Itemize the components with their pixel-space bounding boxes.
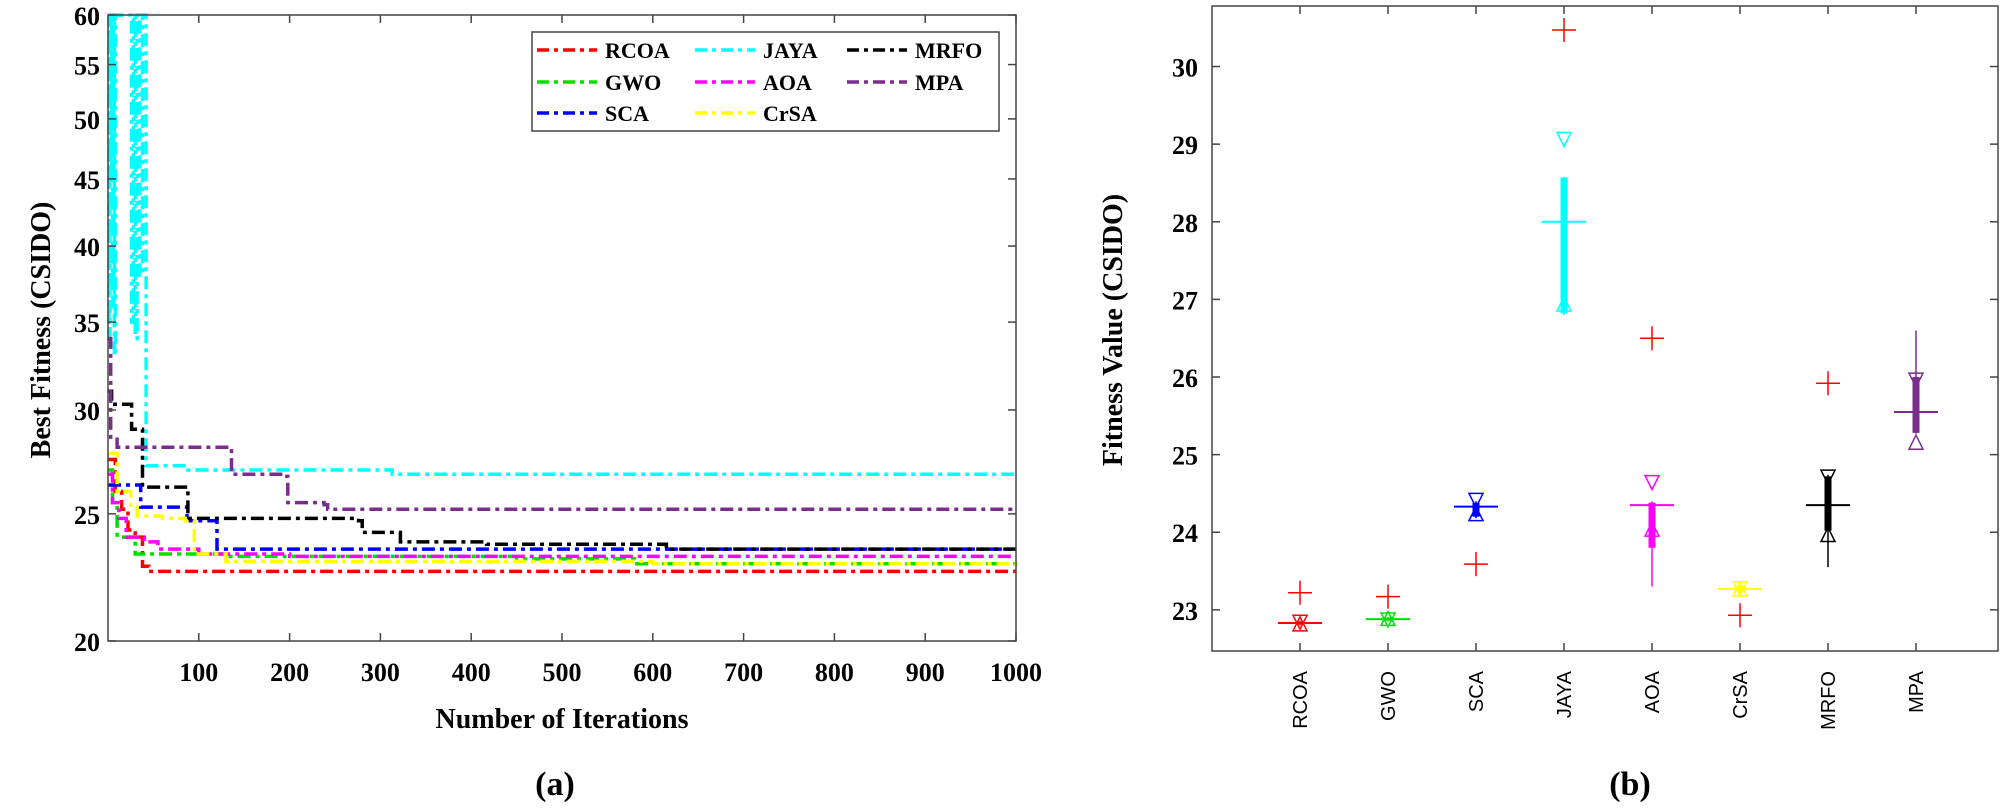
y-tick-label: 26	[1172, 364, 1198, 393]
notch-up-triangle-icon	[1643, 520, 1661, 537]
series-line-mpa	[108, 336, 1016, 512]
notch-up-triangle-icon	[1819, 525, 1837, 543]
category-label-rcoa: RCOA	[1290, 670, 1312, 728]
category-label-mpa: MPA	[1906, 670, 1928, 713]
y-tick-label: 45	[74, 166, 100, 195]
notch-down-triangle-icon	[1467, 492, 1485, 510]
x-tick-label: 500	[543, 658, 582, 687]
y-tick-label: 30	[1172, 54, 1198, 83]
legend-label-rcoa: RCOA	[605, 38, 670, 63]
box-rcoa	[1278, 580, 1322, 632]
y-tick-label: 25	[74, 501, 100, 530]
x-tick-label: 900	[906, 658, 945, 687]
outlier-marker	[1464, 552, 1488, 577]
axis-ticks-b: 23 24 25 26 27 28 29 30 RCOA GWO SCA JAYA AOA CrSA MRF…	[1172, 6, 1998, 730]
y-tick-label: 23	[1172, 597, 1198, 626]
legend-label-gwo: GWO	[605, 70, 661, 95]
panel-label-a: (a)	[535, 766, 575, 803]
box-aoa	[1630, 326, 1674, 587]
legend: RCOA GWO SCA JAYA AOA CrSA MRFO MPA	[531, 31, 1000, 132]
outlier-marker	[1288, 580, 1312, 605]
y-tick-label: 40	[74, 233, 100, 262]
legend-label-mpa: MPA	[915, 70, 964, 95]
y-tick-label: 55	[74, 52, 100, 81]
y-axis-label-b: Fitness Value (CSIDO)	[1098, 194, 1129, 466]
category-label-gwo: GWO	[1378, 671, 1400, 721]
category-label-sca: SCA	[1466, 670, 1488, 712]
box-mpa	[1894, 330, 1938, 450]
notch-down-triangle-icon	[1643, 474, 1661, 492]
x-tick-label: 400	[452, 658, 491, 687]
y-tick-label: 50	[74, 106, 100, 135]
box-sca	[1454, 492, 1498, 577]
notch-up-triangle-icon	[1291, 615, 1309, 632]
notch-up-triangle-icon	[1467, 504, 1485, 522]
convergence-chart: 100 200 300 400 500 600 700 800 900 1000 20 25 30 35 4…	[26, 2, 1042, 803]
box-jaya	[1542, 18, 1586, 315]
legend-label-aoa: AOA	[763, 70, 812, 95]
legend-label-jaya: JAYA	[763, 38, 818, 63]
y-tick-label: 25	[1172, 442, 1198, 471]
x-tick-label: 700	[724, 658, 763, 687]
x-tick-label: 300	[361, 658, 400, 687]
y-tick-label: 29	[1172, 131, 1198, 160]
notch-up-triangle-icon	[1379, 609, 1397, 627]
notch-up-triangle-icon	[1555, 295, 1573, 312]
x-tick-label: 200	[270, 658, 309, 687]
outlier-marker	[1816, 371, 1840, 396]
outlier-marker	[1640, 326, 1664, 351]
outlier-marker	[1552, 18, 1576, 43]
legend-label-mrfo: MRFO	[915, 38, 982, 63]
y-tick-label: 24	[1172, 519, 1198, 548]
legend-label-sca: SCA	[605, 101, 649, 126]
x-tick-label: 800	[815, 658, 854, 687]
y-tick-label: 60	[74, 2, 100, 31]
notch-up-triangle-icon	[1907, 433, 1925, 450]
box-mrfo	[1806, 371, 1850, 568]
legend-label-crsa: CrSA	[763, 101, 817, 126]
notch-up-triangle-icon	[1731, 580, 1749, 597]
box-plot-chart: 23 24 25 26 27 28 29 30 RCOA GWO SCA JAYA AOA CrSA MRF…	[1098, 5, 1999, 803]
notch-down-triangle-icon	[1555, 131, 1573, 149]
y-tick-label: 28	[1172, 209, 1198, 238]
box-gwo	[1366, 584, 1410, 629]
y-axis-label-a: Best Fitness (CSIDO)	[26, 202, 57, 459]
outlier-marker	[1728, 603, 1752, 628]
notch-down-triangle-icon	[1907, 372, 1925, 389]
y-tick-label: 20	[74, 628, 100, 657]
y-tick-label: 27	[1172, 286, 1198, 315]
series-line-aoa	[108, 472, 1016, 559]
axis-ticks-a: 100 200 300 400 500 600 700 800 900 1000 20 25 30 35 4…	[74, 2, 1042, 687]
series-line-crsa	[108, 451, 1018, 567]
outlier-marker	[1376, 584, 1400, 609]
x-tick-label: 100	[179, 658, 218, 687]
legend-box	[531, 31, 1000, 132]
y-tick-label: 30	[74, 397, 100, 426]
category-label-mrfo: MRFO	[1818, 671, 1840, 730]
box-crsa	[1718, 580, 1762, 628]
x-axis-label-a: Number of Iterations	[435, 704, 688, 735]
category-label-aoa: AOA	[1642, 670, 1664, 713]
x-tick-label: 600	[633, 658, 672, 687]
notch-down-triangle-icon	[1819, 469, 1837, 486]
category-label-crsa: CrSA	[1730, 670, 1752, 718]
series-line-mrfo	[108, 389, 1016, 551]
axes-frame-b	[1211, 5, 1999, 652]
category-label-jaya: JAYA	[1554, 670, 1576, 718]
y-tick-label: 35	[74, 309, 100, 338]
boxes	[1278, 18, 1938, 632]
x-tick-label: 1000	[990, 658, 1042, 687]
panel-label-b: (b)	[1609, 766, 1651, 803]
